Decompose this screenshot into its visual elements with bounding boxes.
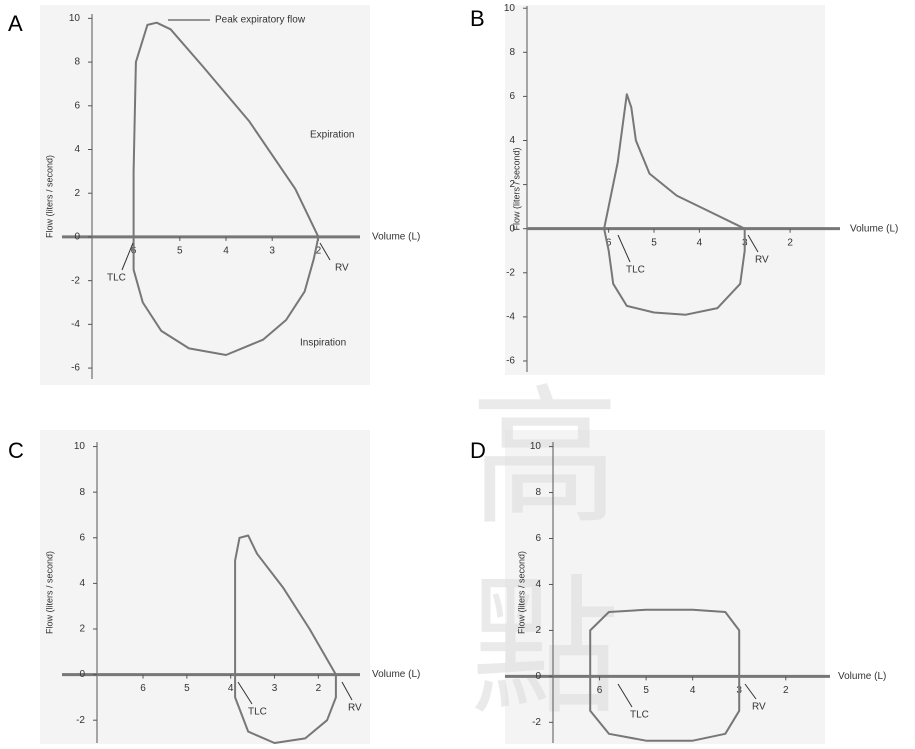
annotation: RV (755, 255, 769, 266)
y-tick-label: -2 (532, 717, 541, 728)
x-tick-label: 2 (783, 685, 789, 696)
panel-label: A (8, 11, 23, 36)
x-tick-label: 6 (140, 683, 146, 694)
y-tick-label: -2 (506, 267, 515, 278)
annotation: Inspiration (300, 338, 346, 349)
y-tick-label: 10 (504, 3, 516, 14)
y-tick-label: 0 (509, 223, 515, 234)
y-tick-label: 8 (535, 487, 541, 498)
y-tick-label: -4 (506, 312, 515, 323)
x-tick-label: 2 (787, 237, 793, 248)
flow-volume-loop (589, 608, 741, 742)
flow-volume-loop (132, 21, 320, 356)
y-axis-label: Flow (liters / second) (516, 551, 526, 634)
flow-volume-loop (234, 534, 337, 744)
annotation-arrow (744, 683, 757, 700)
y-tick-label: 6 (535, 533, 541, 544)
y-tick-label: 2 (535, 625, 541, 636)
y-tick-label: -6 (506, 356, 515, 367)
x-tick-label: 3 (272, 683, 278, 694)
annotation: Expiration (310, 130, 354, 141)
annotation-arrow (617, 683, 633, 708)
x-axis-label: Volume (L) (372, 232, 420, 243)
y-tick-label: 4 (509, 135, 515, 146)
panel-label: C (8, 438, 24, 463)
annotation: TLC (630, 710, 649, 721)
y-tick-label: 10 (69, 13, 81, 24)
y-tick-label: 0 (79, 669, 85, 680)
watermark: 點 (470, 564, 620, 732)
x-tick-label: 4 (228, 683, 234, 694)
x-tick-label: 6 (597, 685, 603, 696)
y-tick-label: 0 (535, 671, 541, 682)
x-axis-label: Volume (L) (838, 671, 886, 682)
annotation: RV (348, 703, 362, 714)
annotation-arrow (747, 234, 759, 253)
y-tick-label: 6 (74, 100, 80, 111)
y-tick-label: 0 (74, 232, 80, 243)
x-tick-label: 4 (223, 246, 229, 257)
y-tick-label: -2 (71, 275, 80, 286)
watermark: 高 (470, 374, 620, 542)
y-tick-label: -2 (76, 715, 85, 726)
y-tick-label: 6 (79, 532, 85, 543)
y-tick-label: 2 (74, 188, 80, 199)
y-tick-label: 8 (509, 47, 515, 58)
panel-bg (505, 5, 825, 375)
x-tick-label: 2 (316, 683, 322, 694)
annotation-arrow (617, 234, 631, 263)
y-axis-label: Flow (liters / second) (44, 155, 54, 238)
y-tick-label: -4 (71, 319, 80, 330)
x-tick-label: 5 (643, 685, 649, 696)
x-axis-label: Volume (L) (850, 223, 898, 234)
y-tick-label: 8 (74, 57, 80, 68)
y-tick-label: 2 (79, 624, 85, 635)
y-tick-label: 4 (74, 144, 80, 155)
annotation: TLC (107, 273, 126, 284)
flow-volume-loop (603, 93, 746, 316)
panel-bg (505, 430, 825, 744)
y-tick-label: 4 (79, 578, 85, 589)
annotation: TLC (626, 265, 645, 276)
annotation: RV (335, 263, 349, 274)
x-tick-label: 2 (316, 246, 322, 257)
x-axis-label: Volume (L) (372, 669, 420, 680)
annotation-arrow (121, 242, 134, 271)
annotation: TLC (248, 707, 267, 718)
panel-label: D (470, 438, 486, 463)
annotation-arrow (237, 681, 253, 705)
y-tick-label: 10 (74, 441, 86, 452)
y-tick-label: 2 (509, 179, 515, 190)
annotation-arrow (341, 681, 353, 701)
x-tick-label: 4 (690, 685, 696, 696)
x-tick-label: 6 (606, 237, 612, 248)
annotation: Peak expiratory flow (215, 15, 306, 26)
annotation: RV (752, 702, 766, 713)
x-tick-label: 5 (651, 237, 657, 248)
y-tick-label: 6 (509, 91, 515, 102)
panel-label: B (470, 6, 485, 31)
y-axis-label: Flow (liters / second) (511, 147, 521, 230)
y-axis-label: Flow (liters / second) (44, 551, 54, 634)
x-tick-label: 5 (177, 246, 183, 257)
x-tick-label: 5 (184, 683, 190, 694)
y-tick-label: 8 (79, 487, 85, 498)
x-tick-label: 4 (697, 237, 703, 248)
panel-bg (40, 430, 370, 744)
y-tick-label: 10 (530, 441, 542, 452)
y-tick-label: 4 (535, 579, 541, 590)
annotation-arrow (319, 242, 331, 261)
x-tick-label: 3 (269, 246, 275, 257)
y-tick-label: -6 (71, 363, 80, 374)
